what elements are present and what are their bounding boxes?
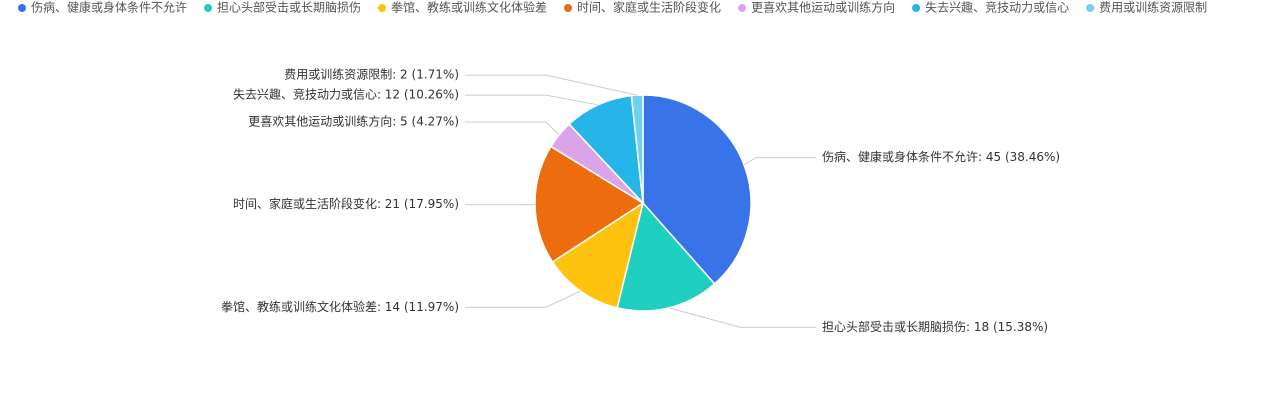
legend-label: 更喜欢其他运动或训练方向 <box>751 0 895 15</box>
pie-slice <box>616 201 716 312</box>
legend-marker <box>378 4 387 12</box>
data-label: 担心头部受击或长期脑损伤: 18 (15.38%) <box>822 319 1048 334</box>
legend-item: 失去兴趣、竞技动力或信心 <box>912 0 1069 15</box>
legend-label: 伤病、健康或身体条件不允许 <box>31 0 187 15</box>
data-label: 拳馆、教练或训练文化体验差: 14 (11.97%) <box>221 299 459 314</box>
legend-item: 担心头部受击或长期脑损伤 <box>204 0 361 15</box>
legend-label: 拳馆、教练或训练文化体验差 <box>391 0 547 15</box>
legend-marker <box>204 4 213 12</box>
legend-label: 失去兴趣、竞技动力或信心 <box>925 0 1069 15</box>
label-line <box>465 74 638 96</box>
pie-slice <box>642 94 752 285</box>
legend-marker <box>564 4 573 12</box>
data-label: 伤病、健康或身体条件不允许: 45 (38.46%) <box>822 149 1060 164</box>
data-label: 更喜欢其他运动或训练方向: 5 (4.27%) <box>248 114 459 129</box>
label-line <box>465 121 560 136</box>
legend-item: 伤病、健康或身体条件不允许 <box>18 0 187 15</box>
legend-item: 时间、家庭或生活阶段变化 <box>564 0 721 15</box>
pie-slice <box>551 201 645 309</box>
pie-slice <box>630 94 644 204</box>
legend-item: 费用或训练资源限制 <box>1086 0 1207 15</box>
legend-item: 更喜欢其他运动或训练方向 <box>738 0 895 15</box>
label-line <box>465 94 599 106</box>
legend-marker <box>738 4 747 12</box>
label-line <box>465 290 581 308</box>
legend-marker <box>18 4 26 12</box>
legend-label: 担心头部受击或长期脑损伤 <box>217 0 361 15</box>
label-line <box>743 157 816 166</box>
legend-marker <box>912 4 921 12</box>
legend-label: 时间、家庭或生活阶段变化 <box>577 0 721 15</box>
pie-slice <box>568 94 644 206</box>
data-label: 失去兴趣、竞技动力或信心: 12 (10.26%) <box>233 87 459 102</box>
label-line <box>668 307 816 328</box>
legend-label: 费用或训练资源限制 <box>1099 0 1207 15</box>
legend-item: 拳馆、教练或训练文化体验差 <box>378 0 547 15</box>
data-label: 时间、家庭或生活阶段变化: 21 (17.95%) <box>233 196 459 211</box>
data-label: 费用或训练资源限制: 2 (1.71%) <box>284 67 459 82</box>
pie-slice <box>534 145 645 263</box>
legend-marker <box>1086 4 1095 12</box>
